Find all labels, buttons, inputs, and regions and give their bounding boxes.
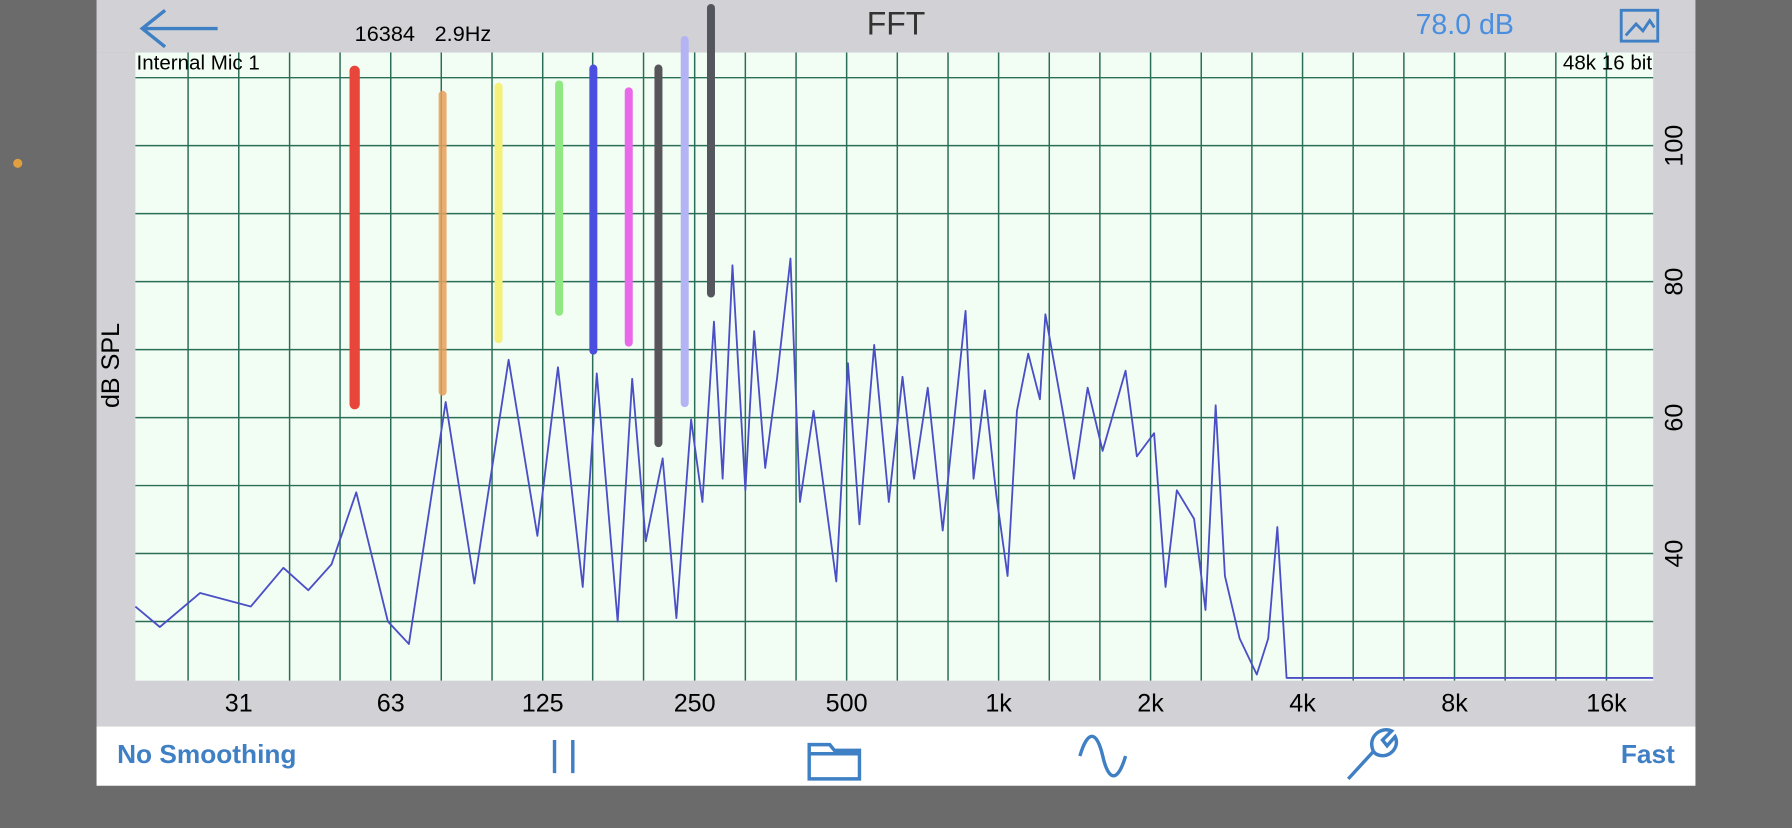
format-label: 48k 16 bit [1563, 51, 1652, 74]
plot [134, 257, 1654, 679]
signal-button[interactable] [1078, 734, 1128, 778]
x-tick-label: 4k [1289, 689, 1316, 717]
folder-button[interactable] [807, 742, 862, 781]
pause-button[interactable] [552, 740, 575, 774]
resolution: 2.9Hz [435, 21, 492, 46]
y-tick-label: 80 [1661, 268, 1689, 296]
speed-button[interactable]: Fast [1621, 739, 1675, 769]
x-tick-label: 125 [522, 689, 564, 717]
screen-title: FFT [867, 6, 926, 42]
x-tick-label: 500 [826, 689, 868, 717]
x-tick-label: 250 [674, 689, 716, 717]
x-tick-label: 63 [377, 689, 405, 717]
x-tick-label: 1k [985, 689, 1012, 717]
fft-size: 16384 [355, 21, 415, 46]
x-tick-label: 2k [1137, 689, 1164, 717]
toolbar [96, 726, 1696, 786]
settings-button[interactable] [1346, 728, 1399, 781]
grid [135, 52, 1654, 681]
back-button[interactable] [139, 8, 218, 49]
dot [13, 158, 23, 168]
plot-area [135, 52, 1654, 681]
x-tick-label: 16k [1586, 689, 1627, 717]
marker-strokes [349, 3, 715, 448]
y-tick-label: 40 [1661, 540, 1689, 568]
input-label: Internal Mic 1 [137, 51, 260, 74]
x-tick-label: 8k [1441, 689, 1468, 717]
smoothing-button[interactable]: No Smoothing [117, 739, 296, 769]
top-bar [96, 0, 1696, 53]
image-button[interactable] [1619, 8, 1660, 43]
spectrum-line [134, 257, 1654, 679]
x-tick-label: 31 [225, 689, 253, 717]
y-tick-label: 60 [1661, 404, 1689, 432]
level-readout: 78.0 dB [1416, 9, 1514, 41]
y-axis-label: dB SPL [97, 323, 125, 408]
y-tick-label: 100 [1661, 125, 1689, 167]
